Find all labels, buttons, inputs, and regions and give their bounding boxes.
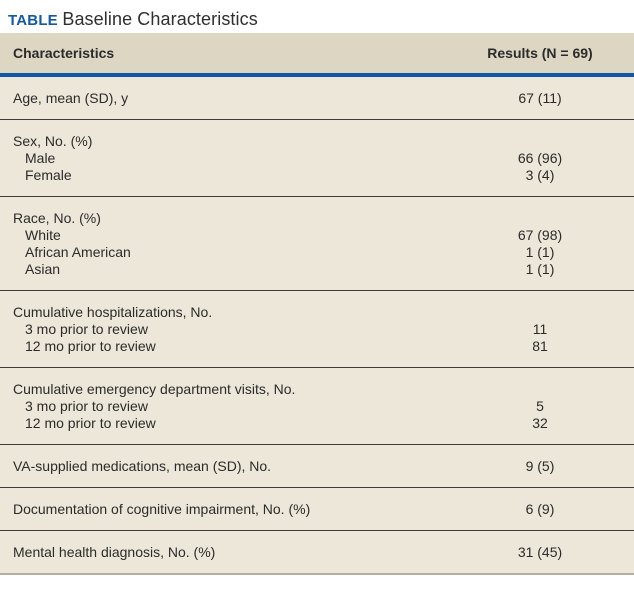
row-label: White bbox=[25, 227, 61, 243]
table-row: 3 mo prior to review 5 bbox=[0, 398, 634, 415]
row-value: 1 (1) bbox=[525, 261, 555, 277]
row-value: 6 (9) bbox=[525, 501, 555, 517]
table-row: Male 66 (96) bbox=[0, 150, 634, 167]
table-row: 3 mo prior to review 11 bbox=[0, 321, 634, 338]
table-section: Age, mean (SD), y 67 (11) bbox=[0, 77, 634, 119]
table-row: Mental health diagnosis, No. (%) 31 (45) bbox=[0, 544, 634, 561]
row-value: 66 (96) bbox=[517, 150, 563, 166]
row-label: Age, mean (SD), y bbox=[13, 90, 129, 106]
table-caption-tag: TABLE bbox=[8, 12, 58, 29]
table-body: Age, mean (SD), y 67 (11) Sex, No. (%) Male… bbox=[0, 77, 634, 573]
row-label: Race, No. (%) bbox=[13, 210, 101, 226]
table-caption-title: Baseline Characteristics bbox=[62, 9, 258, 29]
table-caption: TABLE Baseline Characteristics bbox=[0, 0, 634, 33]
column-header-results: Results (N = 69) bbox=[487, 45, 593, 61]
row-label: Asian bbox=[25, 261, 61, 277]
row-value bbox=[455, 304, 625, 321]
table-row: 12 mo prior to review 81 bbox=[0, 338, 634, 355]
row-value: 9 (5) bbox=[525, 458, 555, 474]
row-label: Male bbox=[25, 150, 56, 166]
row-value: 11 bbox=[532, 321, 548, 337]
row-label: Documentation of cognitive impairment, N… bbox=[13, 501, 311, 517]
row-label: Cumulative emergency department visits, … bbox=[13, 381, 296, 397]
baseline-characteristics-table: Characteristics Results (N = 69) Age, me… bbox=[0, 33, 634, 575]
row-value: 3 (4) bbox=[525, 167, 555, 183]
row-label: 3 mo prior to review bbox=[25, 321, 148, 337]
table-row: Sex, No. (%) bbox=[0, 133, 634, 150]
table-row: VA-supplied medications, mean (SD), No. 9… bbox=[0, 458, 634, 475]
table-row: White 67 (98) bbox=[0, 227, 634, 244]
row-label: 12 mo prior to review bbox=[25, 415, 156, 431]
row-label: Mental health diagnosis, No. (%) bbox=[13, 544, 216, 560]
table-row: Race, No. (%) bbox=[0, 210, 634, 227]
row-value bbox=[455, 133, 625, 150]
row-label: 12 mo prior to review bbox=[25, 338, 156, 354]
row-label: Sex, No. (%) bbox=[13, 133, 93, 149]
table-section: Documentation of cognitive impairment, N… bbox=[0, 487, 634, 530]
row-value bbox=[455, 210, 625, 227]
table-section: Race, No. (%) White 67 (98) African America… bbox=[0, 196, 634, 290]
table-section: VA-supplied medications, mean (SD), No. 9… bbox=[0, 444, 634, 487]
table-row: 12 mo prior to review 32 bbox=[0, 415, 634, 432]
table-section: Cumulative hospitalizations, No. 3 mo pri… bbox=[0, 290, 634, 367]
table-section: Cumulative emergency department visits, … bbox=[0, 367, 634, 444]
row-value: 1 (1) bbox=[525, 244, 555, 260]
row-label: Cumulative hospitalizations, No. bbox=[13, 304, 213, 320]
table-section: Sex, No. (%) Male 66 (96) Female 3 (4) bbox=[0, 119, 634, 196]
table-row: Cumulative emergency department visits, … bbox=[0, 381, 634, 398]
row-value: 67 (11) bbox=[518, 90, 562, 106]
table-row: Age, mean (SD), y 67 (11) bbox=[0, 90, 634, 107]
table-section: Mental health diagnosis, No. (%) 31 (45) bbox=[0, 530, 634, 573]
table-row: Asian 1 (1) bbox=[0, 261, 634, 278]
row-value: 32 bbox=[532, 415, 548, 431]
table-row: Documentation of cognitive impairment, N… bbox=[0, 501, 634, 518]
row-label: African American bbox=[25, 244, 131, 260]
row-label: 3 mo prior to review bbox=[25, 398, 148, 414]
table-row: Cumulative hospitalizations, No. bbox=[0, 304, 634, 321]
table-row: African American 1 (1) bbox=[0, 244, 634, 261]
column-header-characteristics: Characteristics bbox=[13, 45, 115, 61]
row-value: 81 bbox=[532, 338, 548, 354]
table-row: Female 3 (4) bbox=[0, 167, 634, 184]
table-header-row: Characteristics Results (N = 69) bbox=[0, 33, 634, 77]
row-value: 5 bbox=[536, 398, 544, 414]
row-value: 31 (45) bbox=[517, 544, 563, 560]
row-value: 67 (98) bbox=[517, 227, 563, 243]
row-label: VA-supplied medications, mean (SD), No. bbox=[13, 458, 272, 474]
row-label: Female bbox=[25, 167, 72, 183]
row-value bbox=[455, 381, 625, 398]
